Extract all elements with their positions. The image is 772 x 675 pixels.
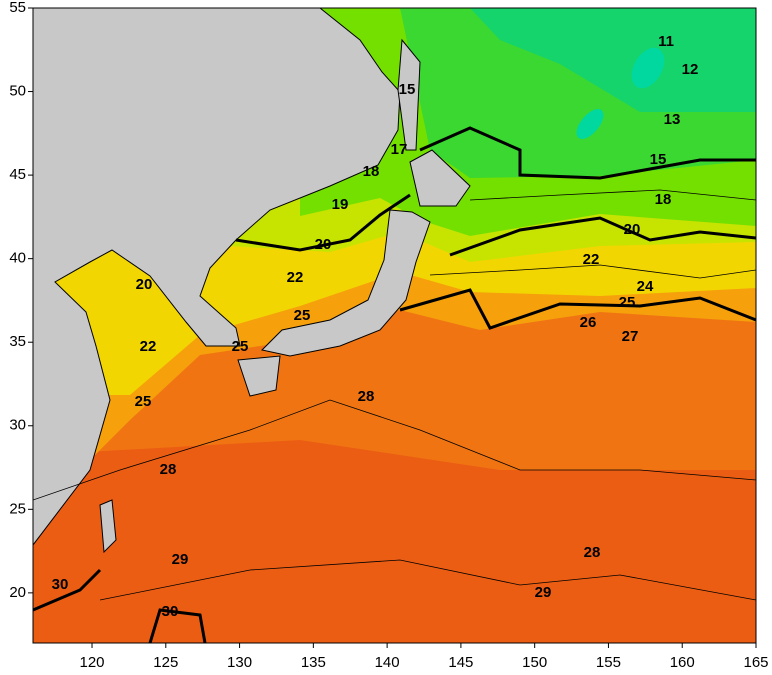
contour-lines-thin (33, 189, 756, 601)
contour-label: 25 (294, 307, 311, 324)
x-tick-label: 135 (301, 654, 326, 671)
contour-label: 20 (624, 221, 641, 238)
sea-zone (576, 109, 604, 139)
y-tick-label: 25 (9, 500, 26, 517)
y-tick-label: 35 (9, 333, 26, 350)
contour-label: 17 (391, 141, 408, 158)
x-tick-label: 150 (522, 654, 547, 671)
contour-label: 22 (287, 269, 304, 286)
contour-line (429, 264, 756, 279)
contour-label: 22 (140, 338, 157, 355)
x-tick-label: 125 (153, 654, 178, 671)
contour-line (33, 399, 756, 501)
land (260, 209, 431, 357)
y-tick-label: 55 (9, 0, 26, 16)
contour-label: 28 (584, 544, 601, 561)
y-tick-label: 45 (9, 166, 26, 183)
contour-label: 29 (535, 584, 552, 601)
y-tick-label: 50 (9, 83, 26, 100)
contour-label: 25 (619, 294, 636, 311)
contour-label: 25 (232, 338, 249, 355)
x-tick-label: 160 (670, 654, 695, 671)
y-tick-label: 30 (9, 417, 26, 434)
contour-label: 20 (315, 236, 332, 253)
contour-label: 30 (162, 603, 179, 620)
contour-line (33, 568, 102, 612)
sea-zone (631, 47, 665, 89)
contour-label: 28 (160, 461, 177, 478)
contour-label: 20 (136, 276, 153, 293)
x-tick-label: 155 (596, 654, 621, 671)
contour-label: 13 (664, 111, 681, 128)
contour-label: 28 (358, 388, 375, 405)
land (397, 38, 421, 151)
x-tick-label: 120 (80, 654, 105, 671)
map-area (33, 8, 756, 643)
sea-zone (33, 440, 756, 643)
contour-label: 12 (682, 61, 699, 78)
contour-label: 24 (637, 278, 654, 295)
contour-line (469, 189, 756, 201)
land (409, 149, 471, 207)
contour-line (148, 608, 207, 643)
y-tick-label: 20 (9, 584, 26, 601)
contour-line (399, 288, 756, 330)
contour-line (235, 193, 411, 252)
x-tick-label: 140 (375, 654, 400, 671)
contour-label: 25 (135, 393, 152, 410)
x-tick-label: 145 (448, 654, 473, 671)
contour-lines (33, 126, 756, 643)
land (237, 355, 281, 397)
contour-label: 18 (363, 163, 380, 180)
contour-label: 27 (622, 328, 639, 345)
contour-line (419, 126, 756, 180)
sea-zone (470, 8, 756, 112)
contour-label: 30 (52, 576, 69, 593)
contour-label: 15 (650, 151, 667, 168)
land (99, 499, 117, 554)
x-tick-label: 165 (743, 654, 768, 671)
map-frame (32, 7, 757, 644)
y-tick-label: 40 (9, 250, 26, 267)
contour-label: 19 (332, 196, 349, 213)
contour-label: 18 (655, 191, 672, 208)
x-tick-label: 130 (227, 654, 252, 671)
contour-line (99, 559, 756, 601)
contour-line (449, 216, 756, 257)
contour-label: 22 (583, 251, 600, 268)
contour-label: 15 (399, 81, 416, 98)
contour-label: 29 (172, 551, 189, 568)
contour-label: 11 (658, 33, 674, 50)
contour-label: 26 (580, 314, 597, 331)
